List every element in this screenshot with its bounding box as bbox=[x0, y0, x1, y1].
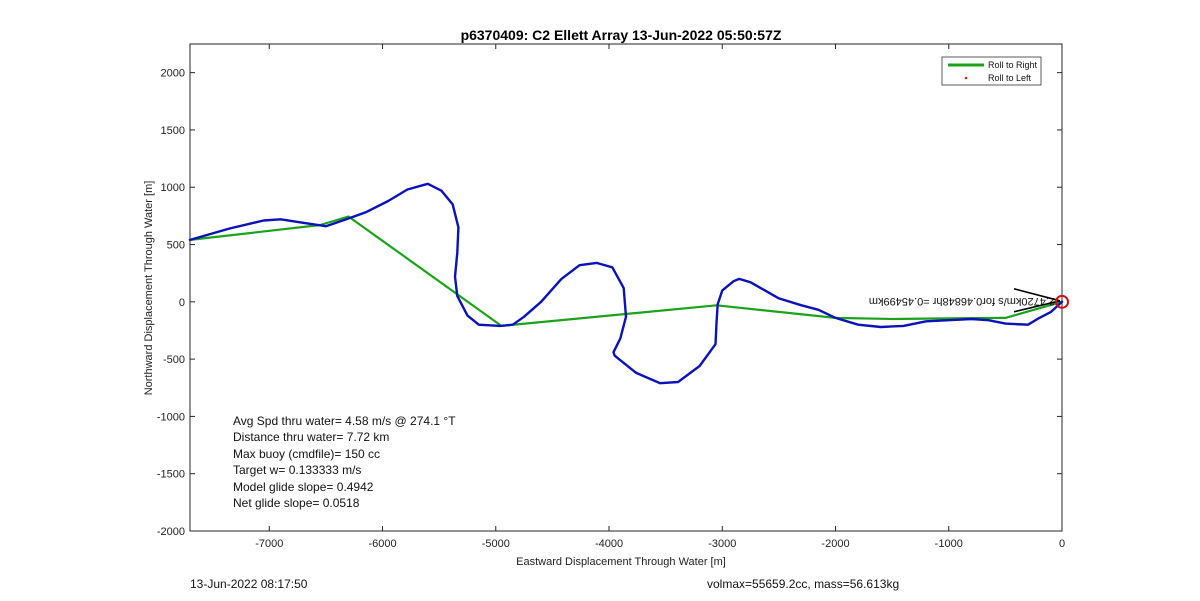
series-trajectory bbox=[188, 182, 1064, 385]
arrow-shaft bbox=[1013, 300, 1061, 313]
stats-block: Avg Spd thru water= 4.58 m/s @ 274.1 °T … bbox=[233, 414, 456, 510]
stat-model-glide: Model glide slope= 0.4942 bbox=[233, 480, 374, 494]
stat-max-buoy: Max buoy (cmdfile)= 150 cc bbox=[233, 447, 380, 461]
x-tick-label: -7000 bbox=[255, 538, 283, 550]
x-axis-ticks: -7000 -6000 -5000 -4000 -3000 -2000 -1000 0 bbox=[255, 44, 1065, 550]
x-axis-label: Eastward Displacement Through Water [m] bbox=[516, 556, 726, 568]
arrow-head bbox=[1013, 288, 1061, 302]
annotation-text: 2.4720km/s for0.46848hr =0.45499km bbox=[869, 295, 1055, 307]
x-tick-label: -1000 bbox=[935, 538, 963, 550]
x-tick-label: -5000 bbox=[482, 538, 510, 550]
x-tick-label: -2000 bbox=[821, 538, 849, 550]
y-tick-label: -1000 bbox=[157, 411, 185, 423]
stat-target-w: Target w= 0.133333 m/s bbox=[233, 463, 361, 477]
y-tick-label: 2000 bbox=[161, 68, 185, 80]
x-tick-label: -6000 bbox=[368, 538, 396, 550]
y-axis-ticks: 2000 1500 1000 500 0 -500 -1000 -1500 -2000 bbox=[157, 68, 1062, 538]
stat-net-glide: Net glide slope= 0.0518 bbox=[233, 496, 360, 510]
chart-title: p6370409: C2 Ellett Array 13-Jun-2022 05… bbox=[461, 27, 782, 43]
legend-box bbox=[941, 56, 1042, 86]
y-tick-label: 0 bbox=[179, 297, 185, 309]
y-axis-label: Northward Displacement Through Water [m] bbox=[143, 181, 155, 396]
y-tick-label: 1000 bbox=[161, 182, 185, 194]
leg-annotation: 2.4720km/s for0.46848hr =0.45499km bbox=[869, 295, 1055, 307]
x-tick-label: -3000 bbox=[708, 538, 736, 550]
series-layer bbox=[188, 182, 1064, 385]
y-tick-label: -2000 bbox=[157, 526, 185, 538]
plot-area bbox=[189, 43, 1063, 532]
x-tick-label: -4000 bbox=[595, 538, 623, 550]
y-tick-label: 500 bbox=[167, 240, 185, 252]
arrow-icon bbox=[1013, 288, 1061, 313]
series-roll-to-right bbox=[188, 215, 1064, 327]
footer-mass-volume: volmax=55659.2cc, mass=56.613kg bbox=[707, 577, 899, 591]
legend-label-roll-right: Roll to Right bbox=[988, 60, 1038, 70]
y-tick-label: 1500 bbox=[161, 125, 185, 137]
stat-distance: Distance thru water= 7.72 km bbox=[233, 430, 389, 444]
x-tick-label: 0 bbox=[1059, 538, 1065, 550]
y-tick-label: -500 bbox=[163, 354, 185, 366]
end-point-marker bbox=[1055, 294, 1069, 309]
footer-timestamp: 13-Jun-2022 08:17:50 bbox=[190, 577, 308, 591]
legend: Roll to Right Roll to Left bbox=[941, 56, 1042, 86]
legend-swatch-roll-left bbox=[964, 76, 968, 80]
stat-avg-speed: Avg Spd thru water= 4.58 m/s @ 274.1 °T bbox=[233, 414, 456, 428]
y-tick-label: -1500 bbox=[157, 469, 185, 481]
legend-label-roll-left: Roll to Left bbox=[988, 73, 1032, 83]
